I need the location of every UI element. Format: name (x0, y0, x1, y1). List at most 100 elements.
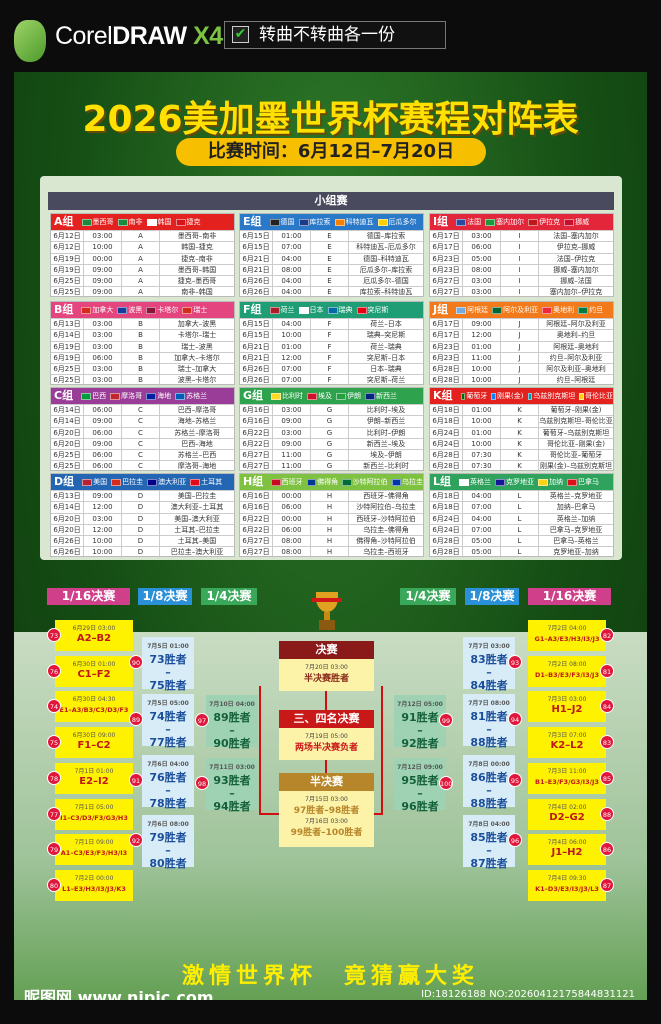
match-date: 6月19日 (51, 352, 84, 364)
quarter-final-match: 7月12日 05:00 91胜者 –92胜者 (394, 695, 446, 750)
match-row: 6月27日 03:00 I 挪威–法国 (430, 275, 613, 287)
team-name: 阿根廷 (467, 306, 489, 314)
match-group: L (501, 513, 539, 524)
match-time: 09:00 (84, 287, 122, 298)
flag-icon (578, 306, 589, 314)
match-time: 03:00 (463, 231, 501, 242)
flag-icon (146, 392, 157, 400)
group-name: B组 (54, 303, 74, 316)
match-date: 6月25日 (51, 364, 84, 375)
match-teams: 埃及–伊朗 (370, 451, 402, 460)
flag-icon (269, 218, 280, 226)
flag-icon (456, 306, 467, 314)
team-name: 墨西哥 (92, 218, 114, 226)
match-row: 6月27日 03:00 I 塞内加尔–伊拉克 (430, 286, 613, 298)
match-group: E (311, 242, 349, 253)
match-date: 6月16日 (240, 502, 273, 513)
group-header: C组 巴西 摩洛哥 海地 苏格兰 (51, 388, 234, 404)
match-time: 07:00 (463, 524, 501, 536)
match-date: 6月13日 (51, 319, 84, 330)
match-teams: 瑞士–加拿大 (177, 365, 217, 374)
group-name: C组 (54, 389, 74, 402)
flag-icon (110, 392, 121, 400)
match-group: C (122, 416, 160, 427)
team-name: 巴拿马 (578, 478, 600, 486)
vs-dash: – (417, 787, 423, 800)
slogan: 激情世界杯 竟猜赢大奖 (181, 964, 479, 989)
match-time: 03:00 (84, 341, 122, 352)
match-group: G (311, 450, 349, 461)
vs-dash: – (165, 784, 171, 797)
match-date: 6月25日 (51, 375, 84, 386)
match-teams: 海地–苏格兰 (177, 417, 217, 426)
match-teams: 法国–伊拉克 (556, 254, 596, 263)
match-time: 04:00 (463, 513, 501, 524)
match-teams: 巴西–海地 (181, 439, 213, 448)
match-group: D (122, 491, 160, 502)
match-date: 6月13日 (51, 491, 84, 502)
match-group: K (501, 450, 539, 461)
flag-icon (579, 392, 584, 400)
match-row: 6月27日 11:00 G 埃及–伊朗 (240, 449, 423, 461)
match-group: D (122, 547, 160, 558)
group-name: H组 (243, 475, 264, 488)
match-time: 10:00 (84, 536, 122, 547)
match-time: 01:00 (463, 341, 501, 352)
match-time: 07:30 (463, 461, 501, 472)
match-teams: I1–C3/D3/F3/G3/H3 (60, 813, 128, 822)
match-time: 03:00 (84, 513, 122, 524)
match-date: 6月23日 (430, 264, 463, 276)
match-teams: 苏格兰–摩洛哥 (174, 428, 220, 437)
match-row: 6月17日 06:00 I 伊拉克–挪威 (430, 241, 613, 253)
flag-icon (298, 218, 309, 226)
flag-icon (82, 478, 93, 486)
team-name: 瑞士 (193, 306, 208, 314)
group-table: G组 比利时 埃及 伊朗 新西兰 6月16日 03:00 G 比利时–埃及 6月16日 09:00 G… (239, 387, 424, 472)
final-box: 7月20日 03:00 半决赛胜者 (279, 659, 374, 691)
group-name: L组 (433, 475, 452, 488)
team-a: 83胜者 (470, 653, 508, 666)
match-teams: 库拉索–科特迪瓦 (359, 288, 413, 297)
curve-note: 转曲不转曲各一份 (259, 25, 395, 45)
match-date: 6月28日 (430, 536, 463, 547)
match-group: H (311, 547, 349, 558)
match-time: 7月3日 07:00 (547, 732, 587, 740)
round-of-32-match: 7月2日 08:00 D1–B3/E3/F3/I3/J3 (528, 655, 606, 687)
match-row: 6月27日 11:00 G 新西兰–比利时 (240, 460, 423, 472)
team-name: 巴西 (92, 392, 107, 400)
vs-dash: – (165, 844, 171, 857)
match-teams: 土耳其–巴拉圭 (174, 525, 220, 534)
match-date: 6月26日 (51, 547, 84, 558)
match-row: 6月15日 01:00 E 德国–库拉索 (240, 230, 423, 242)
round-of-32-match: 6月30日 04:30 E1–A3/B3/C3/D3/F3 (55, 691, 133, 723)
match-time: 12:00 (463, 330, 501, 341)
match-group: C (122, 427, 160, 438)
group-header: I组 法国 塞内加尔 伊拉克 挪威 (430, 214, 613, 230)
group-header: H组 西班牙 佛得角 沙特阿拉伯 乌拉圭 (240, 474, 423, 490)
match-date: 6月26日 (240, 276, 273, 287)
match-teams: 科特迪瓦–厄瓜多尔 (356, 243, 416, 252)
match-teams: 厄瓜多尔–德国 (363, 277, 409, 286)
team-name: 挪威 (575, 218, 590, 226)
flag-icon (391, 478, 401, 486)
match-teams: G1–A3/E3/H3/I3/J3 (534, 635, 600, 643)
match-group: I (501, 242, 539, 253)
match-row: 6月14日 06:00 C 巴西–摩洛哥 (51, 404, 234, 416)
match-row: 6月24日 04:00 L 英格兰–加纳 (430, 512, 613, 524)
team-name: 突尼斯 (367, 306, 389, 314)
team-name: 瑞典 (338, 306, 353, 314)
match-teams: 土耳其–美国 (177, 537, 217, 546)
match-time: 10:00 (463, 416, 501, 427)
match-teams: 伊朗–新西兰 (366, 417, 406, 426)
team-name: 土耳其 (201, 478, 223, 486)
match-teams: 阿根廷–奥地利 (553, 342, 599, 351)
match-teams: 突尼斯–日本 (366, 353, 406, 362)
team-name: 塞内加尔 (496, 218, 525, 226)
stage-label-r16: 1/8决赛 (465, 588, 519, 605)
match-group: C (122, 461, 160, 472)
round-of-32-match: 7月1日 01:00 E2–I2 (55, 762, 133, 794)
match-time: 06:00 (84, 352, 122, 364)
match-group: B (122, 341, 160, 352)
match-row: 6月28日 05:00 L 巴拿马–英格兰 (430, 535, 613, 547)
bracket-line (259, 813, 279, 815)
